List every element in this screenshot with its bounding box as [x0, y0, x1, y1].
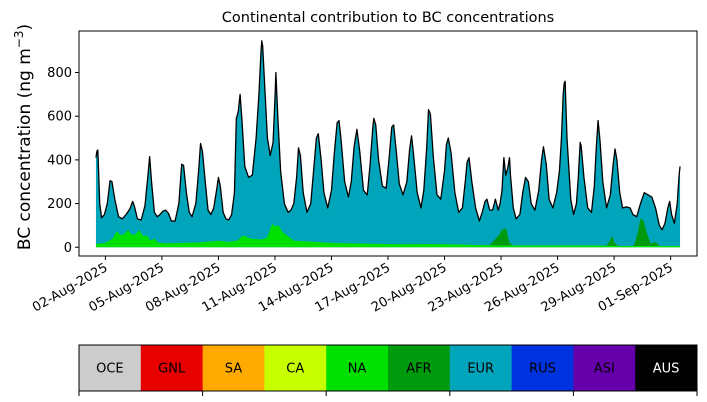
y-axis: 0 200 400 600 800	[47, 66, 79, 256]
y-axis-label: BC concentration (ng m−3)	[12, 24, 35, 250]
colorbar-label-ca: CA	[286, 362, 304, 377]
colorbar-swatch-sa	[202, 345, 265, 391]
y-tick-label: 400	[47, 153, 72, 168]
colorbar-label-aus: AUS	[653, 362, 680, 377]
x-axis: 02-Aug-202505-Aug-202508-Aug-202511-Aug-…	[30, 256, 676, 316]
colorbar-label-asi: ASI	[594, 362, 615, 377]
colorbar-swatch-eur	[449, 345, 513, 391]
colorbar-swatch-oce	[79, 345, 142, 391]
chart-title: Continental contribution to BC concentra…	[222, 10, 554, 26]
series-area-na	[95, 223, 681, 248]
y-tick-label: 200	[47, 197, 72, 212]
colorbar-swatch-afr	[388, 345, 451, 391]
plot-area	[95, 40, 681, 248]
y-tick-label: 0	[64, 241, 72, 256]
y-axis-label-superscript: −3	[12, 30, 26, 48]
colorbar-swatch-rus	[511, 345, 574, 391]
y-axis-label-suffix: )	[15, 24, 35, 31]
colorbar-label-eur: EUR	[467, 362, 494, 377]
colorbar-frame	[78, 344, 698, 392]
y-axis-label-main: BC concentration (ng m	[15, 48, 35, 250]
series-area-eur	[95, 40, 681, 248]
colorbar-swatch-aus	[635, 345, 698, 391]
colorbar-swatch-gnl	[140, 345, 204, 391]
colorbar-label-rus: RUS	[529, 362, 556, 377]
series-line-total	[95, 40, 681, 231]
plot-frame	[78, 30, 698, 257]
colorbar-swatch-asi	[573, 345, 636, 391]
colorbar-swatch-ca	[264, 345, 327, 391]
colorbar-label-afr: AFR	[406, 362, 431, 377]
colorbar-label-na: NA	[348, 362, 367, 377]
colorbar-label-gnl: GNL	[158, 362, 186, 377]
y-tick-label: 600	[47, 110, 72, 125]
colorbar-label-sa: SA	[225, 362, 242, 377]
y-tick-label: 800	[47, 66, 72, 81]
colorbar-swatch-na	[326, 345, 389, 391]
colorbar-label-oce: OCE	[96, 362, 124, 377]
region-colorbar: OCE GNL SA CA NA AFR EUR RUS ASI AUS	[78, 344, 698, 396]
